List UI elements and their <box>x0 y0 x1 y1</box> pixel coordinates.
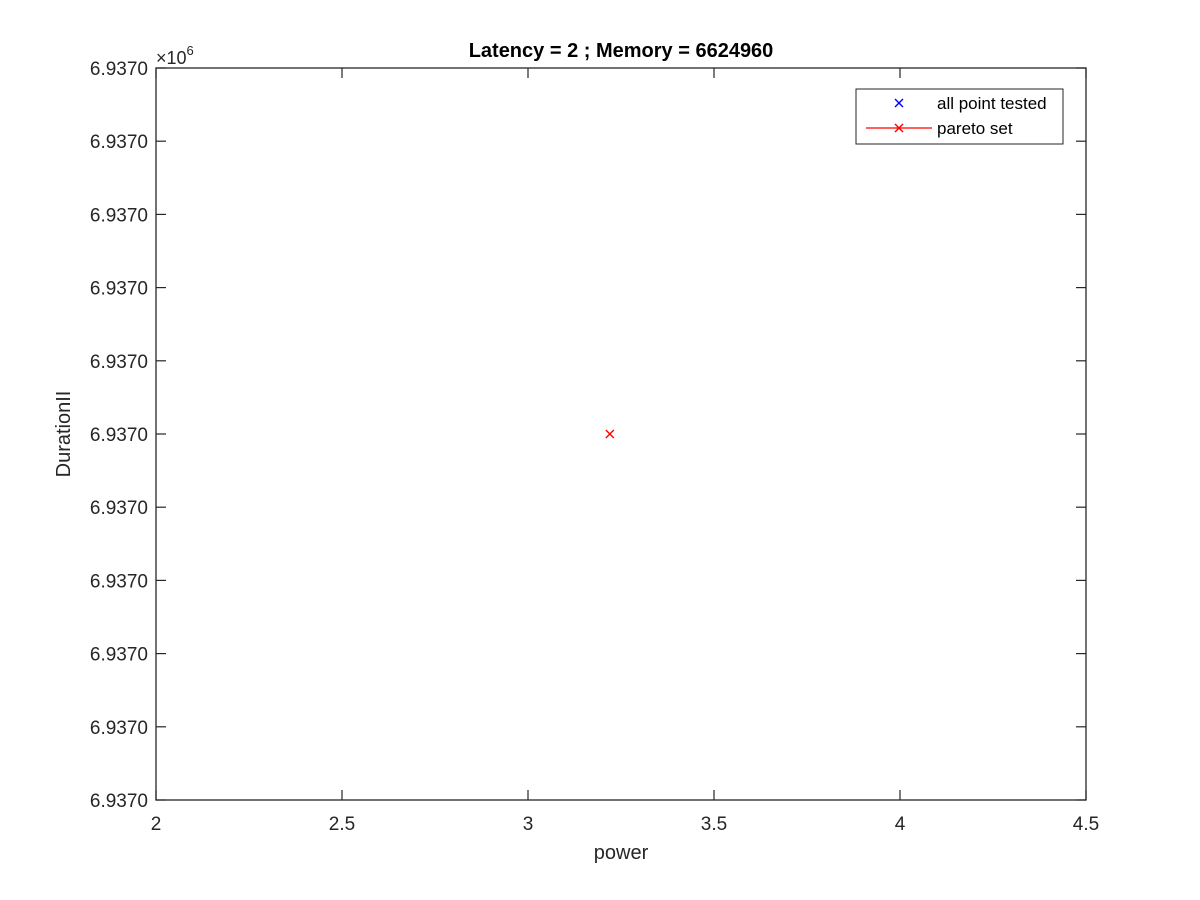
y-tick-label: 6.9370 <box>90 352 148 373</box>
chart-title: Latency = 2 ; Memory = 6624960 <box>469 40 774 62</box>
y-tick-label: 6.9370 <box>90 571 148 592</box>
y-tick-label: 6.9370 <box>90 59 148 80</box>
legend-label: pareto set <box>937 119 1013 138</box>
legend-box <box>855 88 1064 145</box>
y-axis: 6.9370 6.9370 6.9370 6.9370 6.9370 6.9370 6.93… <box>90 59 1086 812</box>
x-axis: 2 2.5 3 3.5 4 4.5 <box>151 68 1099 835</box>
legend-marker <box>894 98 904 108</box>
y-axis-exponent: ×106 <box>156 43 194 68</box>
legend-label: all point tested <box>937 94 1047 113</box>
y-tick-label: 6.9370 <box>90 205 148 226</box>
legend: all point tested pareto set <box>855 88 1064 145</box>
y-tick-label: 6.9370 <box>90 718 148 739</box>
y-tick-label: 6.9370 <box>90 425 148 446</box>
y-tick-label: 6.9370 <box>90 132 148 153</box>
y-tick-label: 6.9370 <box>90 645 148 666</box>
legend-marker <box>894 123 904 133</box>
x-tick-label: 4 <box>895 814 906 835</box>
x-tick-label: 3 <box>523 814 534 835</box>
x-tick-label: 2 <box>151 814 162 835</box>
y-tick-label: 6.9370 <box>90 791 148 812</box>
y-tick-label: 6.9370 <box>90 498 148 519</box>
x-tick-label: 4.5 <box>1073 814 1099 835</box>
y-axis-label: DurationII <box>53 391 75 478</box>
x-axis-label: power <box>594 842 649 864</box>
plot-area <box>155 67 1087 801</box>
x-tick-label: 3.5 <box>701 814 727 835</box>
data-points <box>605 429 615 439</box>
data-point <box>605 429 615 439</box>
y-tick-label: 6.9370 <box>90 279 148 300</box>
x-tick-label: 2.5 <box>329 814 355 835</box>
